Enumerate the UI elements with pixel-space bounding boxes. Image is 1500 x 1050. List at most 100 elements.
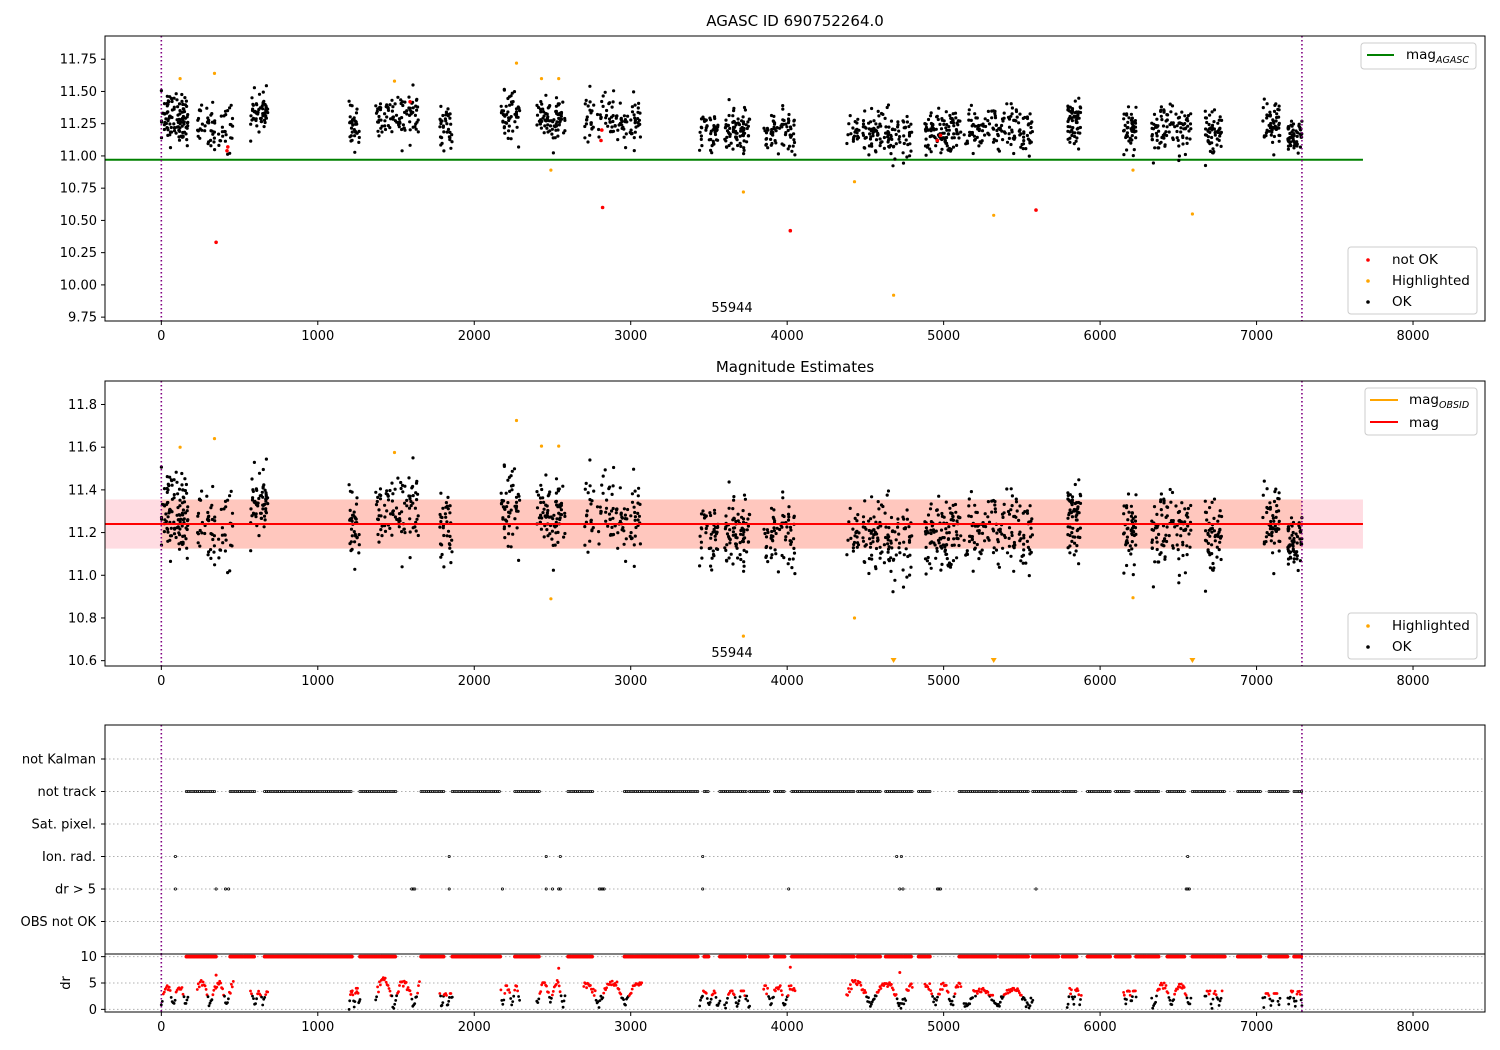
flags-not-track-point [394,790,398,794]
magnitude-ok-point [595,505,600,509]
dr-point [974,994,977,998]
flags-dr5-point [939,887,943,891]
agasc-ok-point [907,133,912,137]
agasc-ok-point [1123,123,1127,127]
magnitude-ok-point [1203,499,1207,503]
magnitude-ok-point [1219,534,1223,539]
magnitude-ok-point [439,515,443,519]
agasc-ok-point [352,116,356,120]
magnitude-ok-point [1186,506,1190,511]
magnitude-ok-point [1066,491,1070,495]
dr-point [251,994,254,998]
magnitude-ok-point [873,530,878,535]
agasc-ok-point [601,104,605,108]
magnitude-ok-point [168,475,172,479]
magnitude-ok-point [623,513,628,517]
magnitude-ok-point [401,490,405,494]
magnitude-ok-point [545,528,549,532]
agasc-ok-point [504,104,508,108]
agasc-legend-highlighted-swatch [1366,279,1370,283]
dr-high-point [850,987,853,991]
dr-point [261,1003,265,1007]
magnitude-ok-point [1169,500,1173,504]
flags-not-track-point [1157,790,1161,794]
dr-high-point [941,988,944,991]
agasc-ok-point [169,125,173,130]
magnitude-ok-point [786,562,790,566]
magnitude-ok-point [260,490,264,494]
magnitude-ok-point [698,564,702,568]
agasc-ok-point [1268,110,1272,114]
agasc-ok-point [929,129,933,133]
magnitude-ok-point [634,525,638,530]
magnitude-ok-point [738,553,742,557]
dr-high-point [203,984,207,988]
magnitude-ok-point [548,532,552,536]
magnitude-ok-point [502,463,506,467]
agasc-highlighted-point [892,293,896,297]
agasc-ok-point [765,137,769,141]
dr-high-point [958,982,962,985]
agasc-ok-point [1269,133,1273,137]
flags-ion-rad-point [173,855,177,859]
magnitude-ok-point [889,569,893,574]
agasc-ok-point [1009,102,1013,106]
agasc-ok-point [868,137,873,141]
dr-point [1262,1006,1266,1009]
magnitude-ok-point [376,495,380,499]
magnitude-ok-point [178,520,182,524]
magnitude-ok-point [1267,533,1271,537]
agasc-ok-point [745,140,749,144]
agasc-ok-point [887,131,891,135]
magnitude-ok-point [923,557,928,561]
dr-high-point [1208,989,1212,993]
magnitude-ok-point [1212,497,1217,501]
agasc-ok-point [949,116,953,120]
dr-high-point [732,993,736,997]
agasc-ok-point [967,112,971,116]
agasc-ok-point [947,128,951,132]
magnitude-ytick-label: 11.8 [68,398,97,413]
agasc-ok-point [1272,134,1276,139]
agasc-ok-point [876,131,880,135]
agasc-ok-point [622,135,626,139]
agasc-ok-point [586,140,590,144]
magnitude-ok-point [355,536,359,540]
magnitude-ok-point [995,531,999,535]
agasc-ok-point [887,125,891,129]
magnitude-legend-obsid-label: magOBSID [1409,392,1469,411]
agasc-ok-point [974,116,978,120]
dr-high-point [378,980,381,984]
magnitude-ok-point [609,532,613,537]
magnitude-ok-point [1078,501,1083,505]
dr-high-point [923,982,927,986]
magnitude-ok-point [954,530,959,534]
flags-not-track-point [325,790,329,794]
dr-high-point [780,993,784,997]
magnitude-ok-point [886,489,891,493]
agasc-ok-point [1189,112,1193,116]
magnitude-ok-point [259,516,264,521]
magnitude-ok-point [505,519,509,523]
dr-high-point [507,988,511,992]
agasc-ok-point [1125,113,1129,117]
dr-point [223,994,226,998]
flags-not-track-point [899,790,903,794]
dr-high-point [250,992,253,996]
magnitude-ok-point [736,556,740,560]
magnitude-ok-point [181,495,185,499]
magnitude-ok-point [1129,514,1133,518]
dr-high-point [1176,987,1179,991]
agasc-annotation: 55944 [711,301,752,316]
agasc-ok-point [162,102,167,106]
dr-point [1271,999,1275,1003]
agasc-ok-point [588,108,592,112]
magnitude-ok-point [1175,533,1179,537]
agasc-ok-point [1130,134,1134,138]
agasc-ok-point [514,110,519,114]
dr-high-point [211,993,215,997]
agasc-ok-point [250,108,255,113]
agasc-ok-point [561,100,565,104]
flags-category-label: not Kalman [22,753,96,768]
magnitude-ok-point [546,508,550,513]
